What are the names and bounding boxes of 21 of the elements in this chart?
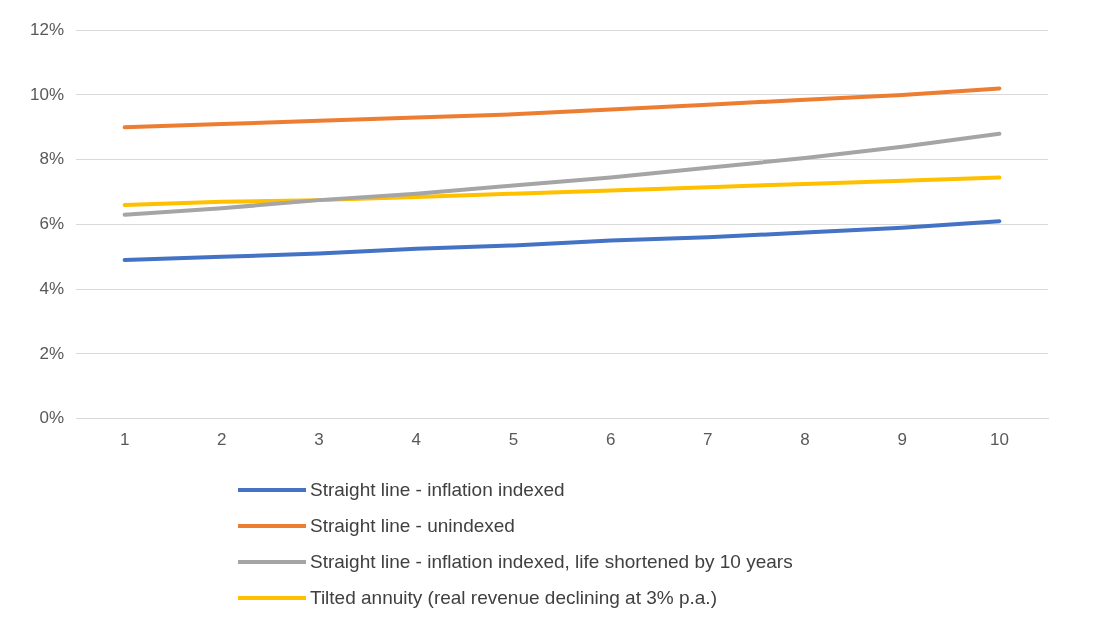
y-tick-label: 2% xyxy=(39,343,65,363)
x-tick-label: 3 xyxy=(314,430,324,450)
x-tick-label: 2 xyxy=(217,430,227,450)
x-tick-label: 10 xyxy=(989,430,1009,450)
x-tick-label: 8 xyxy=(800,430,810,450)
x-tick-label: 9 xyxy=(897,430,907,450)
legend-label: Tilted annuity (real revenue declining at 3% p.a.) xyxy=(310,587,717,609)
y-tick-label: 10% xyxy=(29,84,65,104)
y-tick-label: 6% xyxy=(39,214,65,234)
x-tick-label: 7 xyxy=(703,430,713,450)
x-tick-label: 5 xyxy=(508,430,519,450)
y-tick-label: 12% xyxy=(29,19,65,39)
legend-label: Straight line - inflation indexed, life shortened by 10 years xyxy=(310,551,793,573)
x-tick-label: 1 xyxy=(119,430,130,450)
x-tick-label: 4 xyxy=(411,430,421,450)
x-tick-label: 6 xyxy=(605,430,616,450)
legend-label: Straight line - inflation indexed xyxy=(310,479,565,501)
y-tick-label: 4% xyxy=(39,278,65,298)
y-tick-label: 8% xyxy=(39,149,65,169)
y-tick-label: 0% xyxy=(39,408,65,428)
legend-label: Straight line - unindexed xyxy=(310,515,515,537)
